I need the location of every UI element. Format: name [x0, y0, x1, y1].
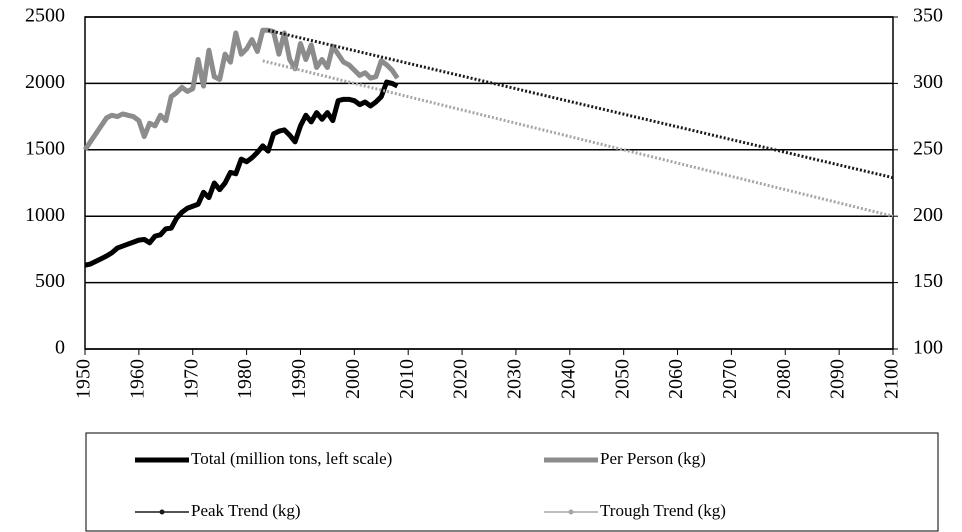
- y2-tick-label: 250: [913, 137, 943, 159]
- y2-tick-label: 200: [913, 204, 943, 226]
- x-tick-label: 2070: [719, 359, 741, 399]
- x-tick-label: 2100: [881, 359, 903, 399]
- x-tick-label: 2040: [557, 359, 579, 399]
- y2-tick-label: 150: [913, 270, 943, 292]
- y-tick-label: 0: [55, 337, 65, 359]
- y2-tick-label: 350: [913, 5, 943, 27]
- legend-label: Peak Trend (kg): [191, 501, 301, 520]
- x-tick-label: 2020: [450, 359, 472, 399]
- series-line: [267, 28, 894, 180]
- x-tick-label: 1980: [234, 359, 256, 399]
- series-line: [82, 27, 400, 152]
- legend-label: Per Person (kg): [600, 449, 706, 468]
- y-tick-label: 1000: [25, 204, 65, 226]
- x-tick-label: 2050: [611, 359, 633, 399]
- y2-tick-label: 300: [913, 71, 943, 93]
- legend-label: Trough Trend (kg): [600, 501, 726, 520]
- plot-border: [84, 16, 894, 350]
- x-tick-label: 1960: [126, 359, 148, 399]
- x-tick-label: 1970: [180, 359, 202, 399]
- x-tick-label: 2010: [396, 359, 418, 399]
- x-tick-label: 2030: [504, 359, 526, 399]
- x-tick-label: 2060: [665, 359, 687, 399]
- x-tick-label: 1950: [73, 359, 95, 399]
- x-tick-label: 2090: [827, 359, 849, 399]
- legend-dot: [568, 509, 574, 515]
- y2-tick-label: 100: [913, 337, 943, 359]
- x-tick-label: 1990: [288, 359, 310, 399]
- y-tick-label: 1500: [25, 137, 65, 159]
- x-tick-label: 2000: [342, 359, 364, 399]
- series-line: [84, 79, 399, 268]
- y-tick-label: 2000: [25, 71, 65, 93]
- y-tick-label: 2500: [25, 5, 65, 27]
- legend-dot: [159, 509, 165, 515]
- y-tick-label: 500: [35, 270, 65, 292]
- legend-box: [85, 432, 939, 532]
- series-line: [262, 59, 894, 218]
- x-tick-label: 2080: [773, 359, 795, 399]
- legend-label: Total (million tons, left scale): [191, 449, 392, 468]
